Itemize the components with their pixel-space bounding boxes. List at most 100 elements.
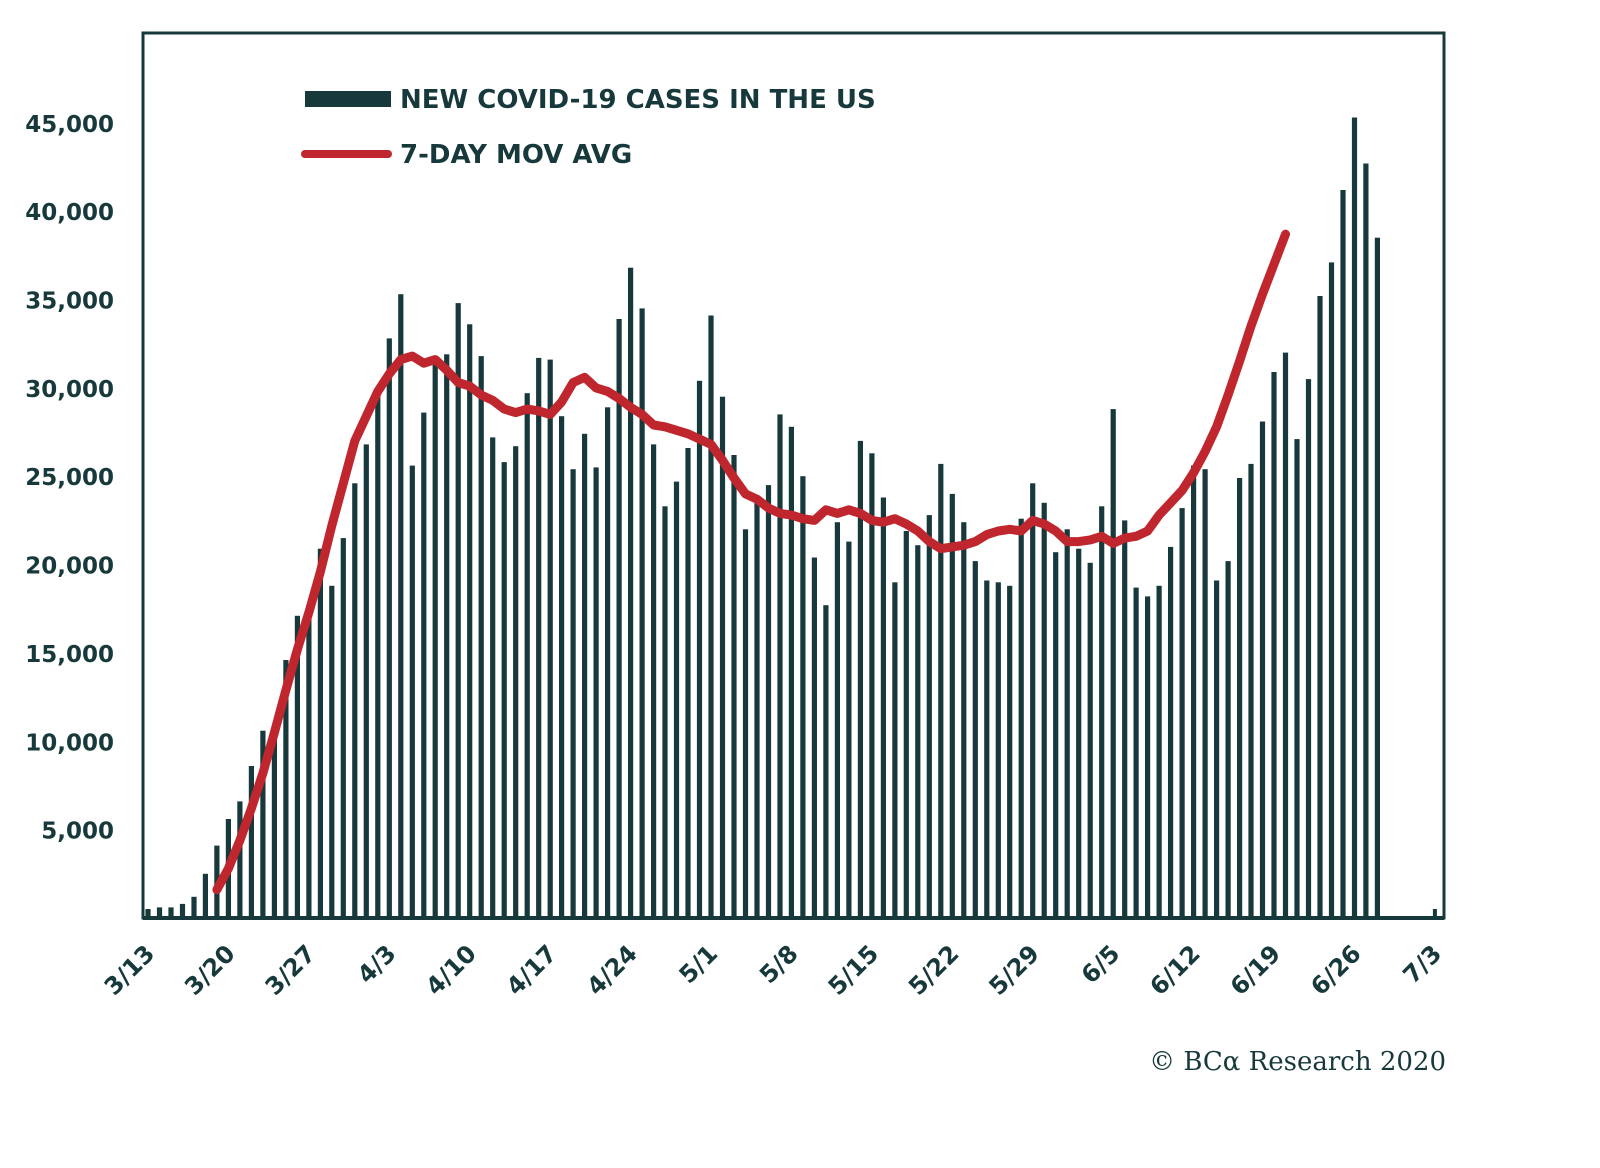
case-bar [984, 580, 990, 918]
case-bar [823, 605, 829, 918]
case-bar [1076, 548, 1082, 918]
case-bar [559, 416, 565, 918]
case-bar [156, 907, 163, 918]
case-bar [1363, 163, 1369, 918]
case-bar [605, 407, 611, 918]
x-tick-label: 6/5 [1076, 939, 1126, 989]
case-bar [455, 303, 461, 919]
case-bar [1041, 502, 1047, 918]
y-tick-label: 20,000 [25, 554, 114, 580]
x-tick-mark [467, 909, 472, 918]
x-tick-mark [146, 909, 150, 918]
case-bar [788, 426, 794, 918]
case-bar [467, 324, 473, 918]
case-bar [708, 315, 714, 918]
legend: NEW COVID-19 CASES IN THE US 7-DAY MOV A… [301, 85, 876, 170]
y-tick-label: 5,000 [41, 819, 114, 845]
x-tick-mark [1352, 909, 1357, 918]
x-tick-label: 5/15 [823, 939, 884, 1000]
case-bar [386, 338, 392, 918]
x-tick-mark [1272, 909, 1276, 918]
x-axis-ticks [146, 909, 1437, 918]
x-tick-mark [306, 909, 311, 918]
x-axis-labels: 3/13 3/20 3/27 4/3 4/10 4/17 4/24 5/1 5/8 5/15 5/2… [99, 939, 1447, 1000]
case-bar [673, 481, 680, 918]
case-bar [1328, 262, 1335, 918]
case-bar [582, 433, 588, 918]
x-tick-mark [1432, 909, 1437, 918]
x-tick-label: 4/17 [501, 939, 562, 1000]
x-tick-label: 7/3 [1398, 939, 1448, 989]
bars-group [145, 117, 1380, 919]
case-bar [444, 354, 450, 918]
case-bar [317, 548, 323, 918]
case-bar [765, 485, 772, 918]
x-tick-mark [387, 909, 392, 918]
case-bar [1168, 546, 1174, 918]
case-bar [1007, 585, 1013, 918]
moving-average-line [212, 229, 1290, 895]
case-bar [570, 469, 576, 918]
x-tick-mark [1030, 909, 1035, 918]
case-bar [1179, 508, 1185, 918]
y-axis-labels: 5,000 10,000 15,000 20,000 25,000 30,000 35,00… [25, 112, 114, 845]
case-bar [880, 497, 886, 918]
x-tick-label: 5/1 [674, 939, 724, 989]
case-bar [1053, 552, 1059, 918]
case-bar [536, 357, 542, 918]
case-bar [651, 444, 657, 918]
x-tick-mark [1191, 909, 1196, 918]
y-tick-label: 40,000 [25, 200, 114, 226]
y-tick-label: 15,000 [25, 642, 114, 668]
x-tick-label: 3/13 [99, 939, 160, 1000]
case-bar [616, 319, 622, 918]
case-bar [237, 801, 243, 918]
case-bar [811, 557, 817, 918]
case-bar [915, 545, 921, 918]
x-tick-label: 6/26 [1305, 939, 1366, 1000]
case-bar [1110, 409, 1116, 918]
case-bar [1305, 379, 1312, 919]
case-bar [961, 522, 967, 918]
case-bar [248, 766, 254, 918]
case-bar [1122, 520, 1128, 918]
case-bar [1294, 439, 1300, 918]
y-tick-label: 10,000 [25, 730, 114, 756]
case-bar [1087, 562, 1093, 918]
case-bar [1030, 483, 1036, 918]
x-tick-mark [869, 909, 874, 918]
case-bar [628, 267, 634, 918]
case-bar [938, 463, 944, 918]
case-bar [490, 437, 496, 918]
case-bar [1271, 372, 1277, 918]
case-bar [352, 483, 358, 918]
case-bar [995, 582, 1001, 918]
copyright-credit: © BCα Research 2020 [1149, 1047, 1446, 1077]
case-bar [719, 396, 726, 918]
case-bar [593, 467, 599, 918]
x-tick-mark [628, 909, 633, 918]
y-tick-label: 45,000 [25, 112, 114, 138]
case-bar [731, 455, 737, 918]
case-bar [375, 396, 381, 918]
case-bar [777, 414, 783, 918]
case-bar [271, 730, 277, 918]
case-bar [857, 440, 863, 918]
case-bar [191, 896, 197, 918]
case-bar [892, 582, 898, 918]
legend-bar-swatch [305, 91, 391, 107]
y-tick-label: 35,000 [25, 289, 114, 315]
case-bar [501, 462, 507, 918]
case-bar [1351, 117, 1358, 918]
x-tick-label: 6/19 [1225, 939, 1286, 1000]
x-tick-mark [226, 909, 231, 918]
case-bar [1248, 463, 1254, 918]
case-bar [926, 515, 932, 918]
x-tick-mark [789, 909, 794, 918]
case-bar [834, 522, 840, 918]
case-bar [1225, 561, 1231, 918]
case-bar [260, 730, 266, 918]
case-bar [432, 356, 438, 919]
case-bar [846, 541, 852, 918]
